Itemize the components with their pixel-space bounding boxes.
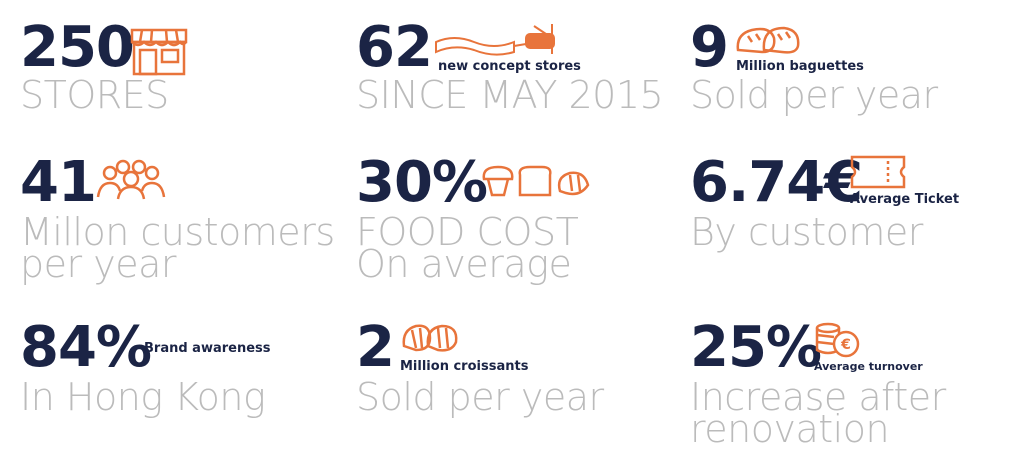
stat-subtitle: In Hong Kong [20,375,266,419]
stat-value: 250 [20,15,135,80]
stat-value: 6.74€ [690,150,863,215]
stat-label: new concept stores [438,59,581,74]
stat-value: 84% [20,315,152,380]
stat-subtitle: By customer [690,210,923,254]
coins-euro-icon: € [814,320,860,360]
stat-subtitle: STORES [20,73,169,117]
stat-value: 2 [356,315,395,380]
stat-subtitle: Sold per year [356,375,604,419]
bread-loaves-icon [734,20,802,56]
stat-value: 41 [20,150,97,215]
banner-plane-icon [434,20,564,56]
stat-label: Million baguettes [736,59,864,74]
stat-subtitle: FOOD COST [356,210,579,254]
muffin-bread-croissant-icon [480,163,592,197]
people-group-icon [96,157,166,201]
stat-subtitle-line2: per year [20,242,176,286]
stat-label: Brand awareness [144,341,271,356]
stat-label: Average turnover [814,360,923,373]
stat-subtitle-line2: On average [356,242,572,286]
storefront-icon [128,24,190,76]
stat-subtitle-line2: renovation [690,407,890,451]
stat-label: Average Ticket [850,192,960,207]
stat-subtitle: Increase after [690,375,946,419]
stat-value: 25% [690,315,822,380]
stat-label: Million croissants [400,359,529,374]
stat-value: 62 [356,15,433,80]
stat-subtitle: SINCE MAY 2015 [356,73,664,117]
croissant-icon [400,320,460,354]
svg-text:€: € [840,337,851,353]
stat-value: 30% [356,150,488,215]
stat-subtitle: Sold per year [690,73,938,117]
stat-subtitle: Millon customers [20,210,335,254]
ticket-icon [850,155,906,189]
stat-value: 9 [690,15,729,80]
